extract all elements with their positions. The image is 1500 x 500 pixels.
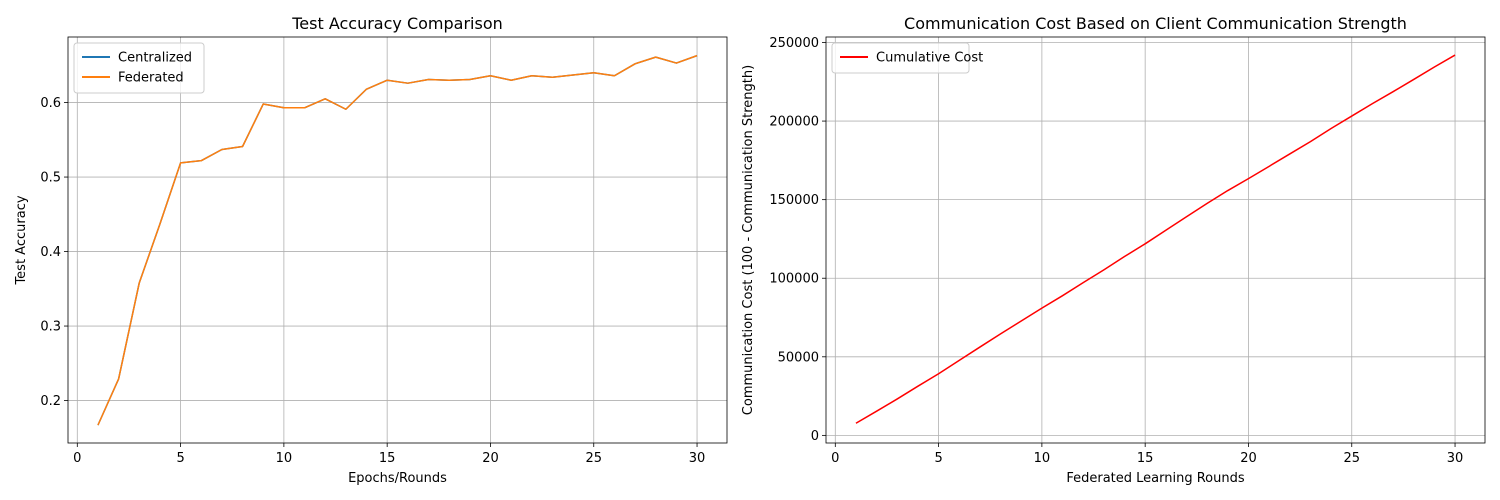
chart-title: Communication Cost Based on Client Commu… [904, 14, 1407, 33]
x-tick-label: 30 [1447, 451, 1464, 466]
axes-frame [67, 36, 728, 444]
legend-label: Cumulative Cost [876, 51, 983, 66]
x-tick-label: 10 [276, 451, 293, 466]
series-line-cumulative-cost [855, 54, 1456, 424]
x-tick-label: 0 [73, 451, 81, 466]
x-tick-label: 25 [585, 451, 602, 466]
y-tick-label: 150000 [769, 193, 819, 208]
chart-title: Test Accuracy Comparison [291, 14, 503, 33]
series-line-federated [97, 54, 698, 426]
legend-label: Federated [118, 71, 184, 86]
legend-box [831, 42, 970, 74]
communication-cost-chart: 0 5 10 15 20 25 30 0 50000 100000 150000 200000 2500… [741, 14, 1486, 486]
x-axis-label: Epochs/Rounds [348, 471, 447, 486]
y-tick-label: 100000 [769, 272, 819, 287]
x-tick-label: 10 [1034, 451, 1051, 466]
y-tick-label: 0.5 [40, 171, 61, 186]
y-tick-label: 0 [811, 429, 819, 444]
y-axis-label: Communication Cost (100 - Communication … [741, 65, 756, 415]
legend: Cumulative Cost [831, 42, 983, 74]
x-tick-label: 15 [379, 451, 396, 466]
legend-box [73, 42, 205, 94]
x-tick-label: 5 [934, 451, 942, 466]
legend: Centralized Federated [73, 42, 205, 94]
y-tick-label: 200000 [769, 115, 819, 130]
x-tick-label: 25 [1343, 451, 1360, 466]
x-tick-label: 5 [176, 451, 184, 466]
x-tick-label: 20 [1240, 451, 1257, 466]
test-accuracy-chart: 0 5 10 15 20 25 30 0.2 0.3 0.4 0.5 0.6 Test Accuracy… [14, 14, 728, 486]
y-tick-label: 250000 [769, 36, 819, 51]
x-axis-label: Federated Learning Rounds [1066, 471, 1245, 486]
legend-label: Centralized [118, 51, 192, 66]
y-tick-label: 0.6 [40, 96, 61, 111]
y-tick-label: 0.2 [40, 394, 61, 409]
x-tick-label: 30 [689, 451, 706, 466]
axes-frame [825, 36, 1486, 444]
y-axis-label: Test Accuracy [14, 195, 29, 285]
x-tick-label: 0 [831, 451, 839, 466]
x-tick-label: 15 [1137, 451, 1154, 466]
y-tick-label: 0.3 [40, 320, 61, 335]
x-tick-label: 20 [482, 451, 499, 466]
y-tick-label: 0.4 [40, 245, 61, 260]
y-tick-label: 50000 [778, 350, 819, 365]
